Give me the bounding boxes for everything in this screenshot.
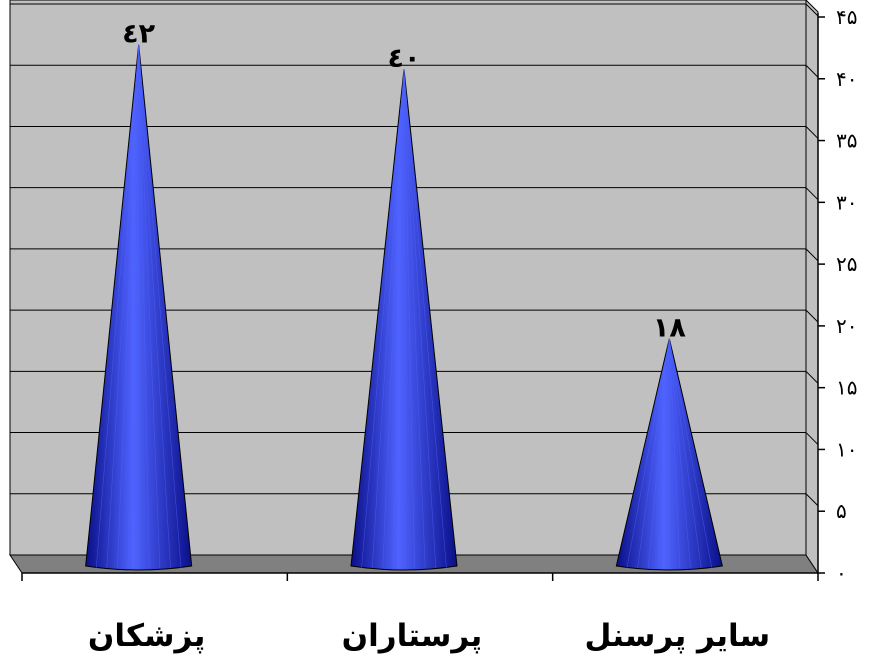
y-tick-label: ۴۰ (836, 67, 857, 91)
cone-rib (393, 69, 405, 569)
y-tick-label: ۵ (836, 499, 847, 523)
cone-rib (403, 69, 437, 569)
plot-area-side-wall (805, 0, 819, 575)
cone-rib (138, 44, 161, 569)
y-axis: ۰ ۵ ۱۰ ۱۵ ۲۰ ۲۵ ۳۰ ۳۵ ۴۰ ۴۵ (817, 5, 857, 585)
cone-rib (95, 44, 139, 569)
y-tick-label: ۳۰ (836, 190, 857, 214)
cone-rib (669, 338, 691, 569)
bar-series (85, 44, 723, 571)
y-tick-label: ۲۵ (836, 252, 857, 276)
cone-rib (403, 69, 447, 569)
gridline-side (805, 432, 819, 445)
cone-rib (669, 338, 681, 569)
cone-rib (626, 338, 670, 569)
gridline-side (805, 126, 819, 139)
cone-rib (669, 338, 713, 569)
cone-rib (361, 69, 405, 569)
category-label: سایر پرسنل (585, 618, 771, 654)
data-label: ٤٢ (122, 19, 155, 50)
cone-rib (647, 338, 670, 569)
data-labels: ٤٢ ٤٠ ١٨ (122, 19, 686, 344)
category-labels: پزشکان پرستاران سایر پرسنل (88, 618, 770, 654)
cone-rib (138, 44, 182, 569)
gridline-side (805, 248, 819, 262)
cone-rib (138, 44, 171, 569)
gridline-side (805, 187, 819, 201)
category-label: پرستاران (342, 618, 483, 654)
cone-rib (127, 44, 139, 569)
x-axis (21, 572, 819, 581)
cone-rib (138, 44, 150, 569)
cone-rib (106, 44, 139, 569)
gridline-side (805, 64, 819, 78)
data-label: ٤٠ (388, 43, 421, 74)
cone-rib (658, 338, 670, 569)
cone-rib (403, 69, 415, 569)
cone-rib (637, 338, 670, 569)
cone-rib (669, 338, 702, 569)
y-tick-label: ۰ (836, 561, 847, 585)
cone-rib (371, 69, 405, 569)
gridline-side (805, 309, 819, 323)
gridline-side (805, 370, 819, 384)
gridline-side (805, 493, 819, 507)
category-label: پزشکان (88, 618, 206, 654)
y-tick-label: ۳۵ (836, 129, 857, 153)
gridline-side (805, 3, 819, 17)
y-tick-label: ۱۰ (836, 437, 857, 461)
data-label: ١٨ (653, 313, 686, 344)
cone-rib (382, 69, 405, 569)
y-tick-label: ۴۵ (836, 5, 857, 29)
cone-rib (403, 69, 426, 569)
cone-rib (117, 44, 139, 569)
y-tick-label: ۱۵ (836, 376, 857, 400)
y-tick-label: ۲۰ (836, 314, 857, 338)
